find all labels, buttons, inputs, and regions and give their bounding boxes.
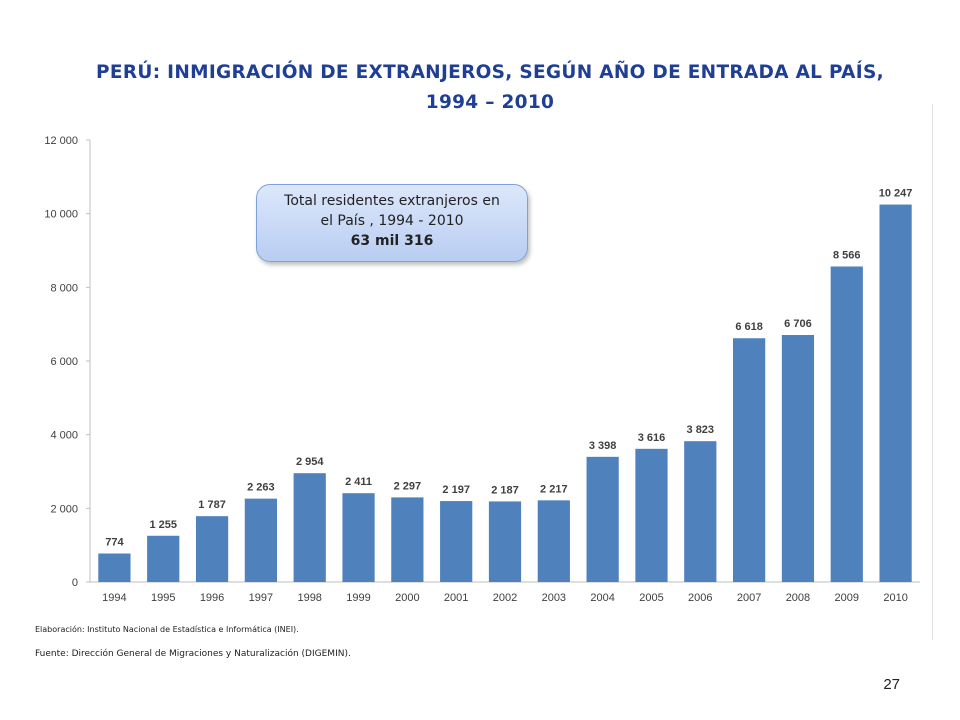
data-label: 2 297 <box>394 480 422 492</box>
bar <box>879 204 912 582</box>
bar <box>781 334 815 582</box>
data-label: 3 616 <box>638 432 666 444</box>
data-label: 1 787 <box>198 499 226 511</box>
x-tick-label: 1997 <box>249 592 273 604</box>
y-tick-label: 0 <box>72 577 78 589</box>
page-number: 27 <box>883 676 900 693</box>
x-tick-label: 2010 <box>883 592 907 604</box>
source-note: Fuente: Dirección General de Migraciones… <box>35 649 351 659</box>
bar <box>586 456 619 582</box>
x-tick-label: 2000 <box>395 592 419 604</box>
bar <box>98 553 131 582</box>
x-tick-label: 1998 <box>297 592 321 604</box>
data-label: 3 398 <box>589 440 617 452</box>
y-tick-label: 2 000 <box>50 503 78 515</box>
x-tick-label: 2001 <box>444 592 468 604</box>
data-label: 2 187 <box>491 484 519 496</box>
callout-line-1: Total residentes extranjeros en <box>284 193 500 209</box>
x-tick-label: 1999 <box>346 592 370 604</box>
y-tick-label: 12 000 <box>44 135 78 147</box>
x-tick-label: 1996 <box>200 592 224 604</box>
chart-title: PERÚ: INMIGRACIÓN DE EXTRANJEROS, SEGÚN … <box>60 58 920 118</box>
title-line-2: 1994 – 2010 <box>425 92 555 113</box>
x-tick-label: 2003 <box>542 592 566 604</box>
bar <box>391 497 424 582</box>
x-tick-label: 1994 <box>102 592 126 604</box>
data-label: 10 247 <box>879 188 913 200</box>
callout-line-2: el País , 1994 - 2010 <box>320 213 464 229</box>
bar <box>830 266 863 582</box>
bar <box>244 498 277 582</box>
x-tick-label: 2007 <box>737 592 761 604</box>
bar <box>147 535 180 582</box>
bar <box>635 448 668 582</box>
data-label: 2 197 <box>442 484 470 496</box>
y-tick-label: 8 000 <box>50 282 78 294</box>
x-tick-label: 2004 <box>590 592 614 604</box>
bar <box>488 501 522 582</box>
y-tick-label: 4 000 <box>50 430 78 442</box>
elaboration-note: Elaboración: Instituto Nacional de Estad… <box>35 625 299 634</box>
y-tick-label: 6 000 <box>50 356 78 368</box>
x-tick-label: 1995 <box>151 592 175 604</box>
total-callout-box: Total residentes extranjeros en el País … <box>256 184 528 262</box>
data-label: 774 <box>105 536 124 548</box>
data-label: 2 411 <box>345 476 372 488</box>
y-tick-label: 10 000 <box>44 209 78 221</box>
data-label: 3 823 <box>687 424 715 436</box>
data-label: 6 706 <box>784 318 812 330</box>
divider-line <box>932 104 933 640</box>
x-tick-label: 2008 <box>786 592 810 604</box>
callout-total: 63 mil 316 <box>350 233 434 249</box>
data-label: 2 954 <box>296 456 324 468</box>
bar <box>684 441 717 582</box>
data-label: 1 255 <box>149 519 177 531</box>
bar <box>440 501 473 582</box>
data-label: 2 263 <box>247 482 275 494</box>
x-tick-label: 2006 <box>688 592 712 604</box>
x-tick-label: 2009 <box>835 592 859 604</box>
data-label: 2 217 <box>540 483 568 495</box>
x-tick-label: 2005 <box>639 592 663 604</box>
bar <box>293 473 326 582</box>
bar <box>537 500 570 582</box>
data-label: 8 566 <box>833 249 861 261</box>
data-label: 6 618 <box>735 321 763 333</box>
x-tick-label: 2002 <box>493 592 517 604</box>
bar <box>733 338 766 582</box>
bar <box>195 516 229 582</box>
bar <box>342 493 375 582</box>
title-line-1: PERÚ: INMIGRACIÓN DE EXTRANJEROS, SEGÚN … <box>96 62 884 83</box>
